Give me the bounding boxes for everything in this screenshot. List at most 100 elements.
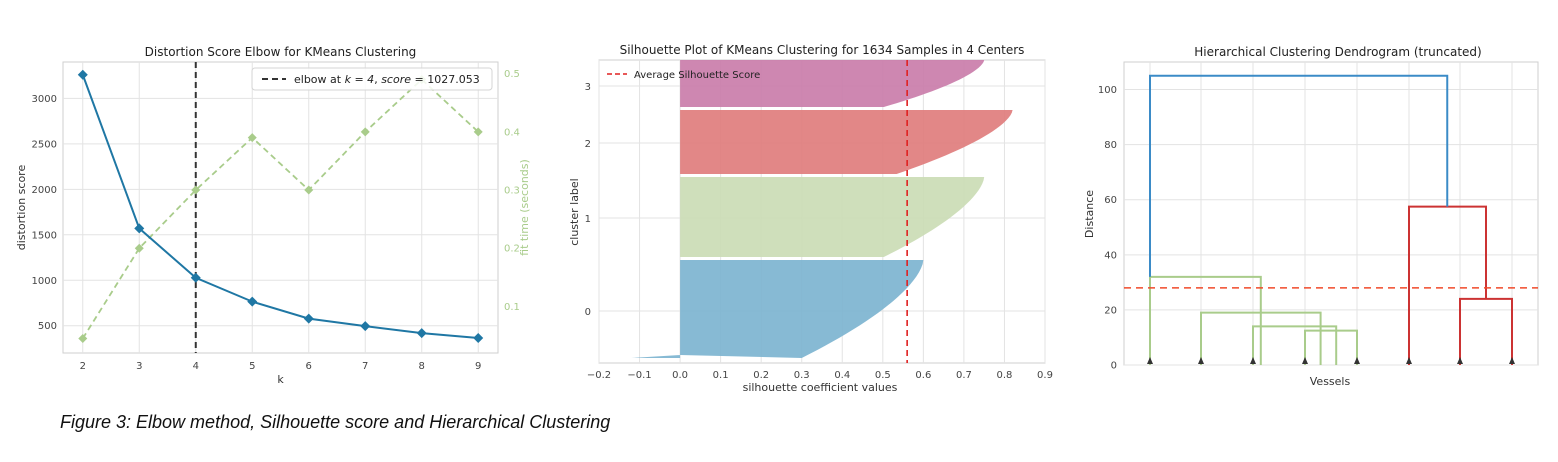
plot-area bbox=[1123, 61, 1539, 366]
leaf-marker bbox=[1354, 357, 1360, 364]
distortion-point bbox=[473, 332, 484, 343]
elbow-chart: 2 3 4 5 6 7 8 9 500 1000 1500 2000 2500 3000 0.1 0.2 0.3… bbox=[15, 45, 531, 386]
y-tick-label: 60 bbox=[1104, 195, 1117, 206]
figure: 2 3 4 5 6 7 8 9500100015002000250030000.10.20.3… bbox=[15, 43, 1539, 394]
fit-time-point bbox=[360, 127, 370, 137]
dendrogram-chart: 0 20 40 60 80 100 Hierarchical Clustering Dend… bbox=[1083, 45, 1539, 388]
y2-tick-label: 0.3 bbox=[504, 186, 520, 197]
y-axis-label: cluster label bbox=[568, 178, 581, 246]
x-tick-label: 8 bbox=[419, 361, 425, 372]
y2-tick-label: 0.5 bbox=[504, 69, 520, 80]
y-tick-label: 0 bbox=[585, 307, 591, 318]
y-tick-label: 80 bbox=[1104, 140, 1117, 151]
distortion-point bbox=[360, 321, 371, 332]
x-tick-label: 0.1 bbox=[713, 370, 729, 381]
chart-title: Hierarchical Clustering Dendrogram (trun… bbox=[1194, 45, 1481, 59]
dendrogram-link bbox=[1408, 205, 1487, 365]
y-tick-label: 40 bbox=[1104, 250, 1117, 261]
x-axis-label: silhouette coefficient values bbox=[743, 381, 898, 394]
chart-title: Silhouette Plot of KMeans Clustering for… bbox=[620, 43, 1025, 57]
x-tick-label: 9 bbox=[475, 361, 481, 372]
dendrogram-link bbox=[1149, 275, 1262, 365]
x-tick-label: 0.7 bbox=[956, 370, 972, 381]
fit-time-point bbox=[473, 127, 483, 137]
x-tick-label: 3 bbox=[136, 361, 142, 372]
legend-box bbox=[251, 67, 493, 91]
x-tick-label: 0.5 bbox=[875, 370, 891, 381]
x-tick-label: 2 bbox=[80, 361, 86, 372]
distortion-point bbox=[303, 313, 314, 324]
y-tick-label: 20 bbox=[1104, 305, 1117, 316]
leaf-marker bbox=[1302, 357, 1308, 364]
x-tick-label: 0.6 bbox=[915, 370, 931, 381]
y2-tick-label: 0.2 bbox=[504, 244, 520, 255]
x-tick-label: 0.3 bbox=[794, 370, 810, 381]
y-axis-label: Distance bbox=[1083, 190, 1096, 238]
figure-caption: Figure 3: Elbow method, Silhouette score… bbox=[60, 412, 611, 432]
y-tick-label: 1000 bbox=[32, 276, 57, 287]
leaf-marker bbox=[1198, 357, 1204, 364]
y-tick-label: 2000 bbox=[32, 185, 57, 196]
y-axis-label: distortion score bbox=[15, 165, 28, 251]
x-tick-label: 0.8 bbox=[997, 370, 1013, 381]
y-tick-label: 1500 bbox=[32, 230, 57, 241]
y-tick-label: 2500 bbox=[32, 139, 57, 150]
x-tick-label: 6 bbox=[306, 361, 312, 372]
dendrogram-link bbox=[1252, 325, 1338, 365]
distortion-line bbox=[81, 74, 479, 339]
fit-time-point bbox=[191, 185, 201, 195]
dendrogram-link bbox=[1459, 297, 1513, 365]
distortion-point bbox=[247, 296, 258, 307]
legend-text-part: k = 4 bbox=[345, 73, 375, 86]
legend-text-part: elbow at bbox=[294, 73, 345, 86]
y-tick-label: 100 bbox=[1098, 85, 1117, 96]
silhouette-chart: −0.2 −0.1 0.0 0.1 0.2 0.3 0.4 0.5 0.6 0.7 0.8 0.9 0 1… bbox=[568, 43, 1053, 394]
y2-axis-label: fit time (seconds) bbox=[518, 159, 531, 256]
leaf-marker bbox=[1509, 357, 1515, 364]
distortion-point bbox=[190, 272, 201, 283]
x-tick-label: 4 bbox=[193, 361, 199, 372]
silhouette-band-3 bbox=[680, 60, 985, 107]
y-tick-label: 1 bbox=[585, 214, 591, 225]
x-tick-label: −0.2 bbox=[587, 370, 611, 381]
fit-time-point bbox=[134, 243, 144, 253]
legend-text-part: = 1027.053 bbox=[411, 73, 480, 86]
legend-text-part: , bbox=[374, 73, 381, 86]
y2-tick-label: 0.1 bbox=[504, 302, 520, 313]
plot-area bbox=[62, 61, 499, 354]
silhouette-band-1 bbox=[680, 177, 985, 257]
x-tick-label: −0.1 bbox=[627, 370, 651, 381]
x-tick-label: 0.4 bbox=[834, 370, 850, 381]
x-tick-label: 5 bbox=[249, 361, 255, 372]
fit-time-line bbox=[82, 78, 479, 339]
x-axis-label: k bbox=[277, 373, 284, 386]
y-tick-label: 2 bbox=[585, 139, 591, 150]
distortion-point bbox=[416, 328, 427, 339]
y-tick-label: 3 bbox=[585, 82, 591, 93]
legend-label: Average Silhouette Score bbox=[634, 70, 760, 81]
x-tick-label: 7 bbox=[362, 361, 368, 372]
leaf-marker bbox=[1406, 357, 1412, 364]
leaf-marker bbox=[1250, 357, 1256, 364]
dendrogram-link bbox=[1304, 329, 1358, 365]
leaf-marker bbox=[1147, 357, 1153, 364]
leaf-marker bbox=[1457, 357, 1463, 364]
y-tick-label: 3000 bbox=[32, 94, 57, 105]
fit-time-point bbox=[247, 133, 257, 143]
y-tick-label: 500 bbox=[38, 321, 57, 332]
silhouette-band-2 bbox=[680, 110, 1013, 174]
x-tick-label: 0.0 bbox=[672, 370, 688, 381]
distortion-point bbox=[134, 223, 145, 234]
x-tick-label: 0.2 bbox=[753, 370, 769, 381]
y-tick-label: 0 bbox=[1111, 361, 1117, 372]
y2-tick-label: 0.4 bbox=[504, 127, 520, 138]
legend-text-part: score bbox=[381, 73, 411, 86]
fit-time-point bbox=[304, 185, 314, 195]
chart-title: Distortion Score Elbow for KMeans Cluste… bbox=[145, 45, 417, 59]
distortion-point bbox=[77, 69, 88, 80]
x-tick-label: 0.9 bbox=[1037, 370, 1053, 381]
dendrogram-link bbox=[1200, 311, 1322, 365]
x-axis-label: Vessels bbox=[1310, 375, 1351, 388]
silhouette-band-0 bbox=[631, 260, 924, 358]
dendrogram-link bbox=[1149, 74, 1449, 277]
